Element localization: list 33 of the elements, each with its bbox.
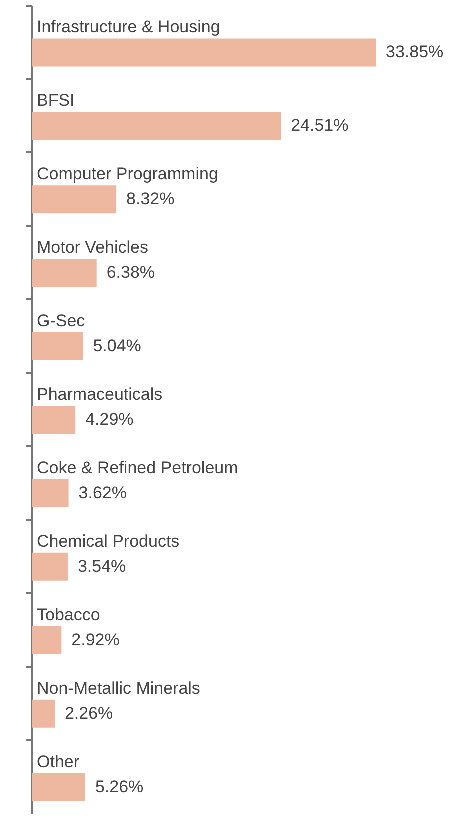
data-label: 8.32% [126,190,175,209]
bar [32,479,69,508]
bar [32,552,68,581]
bar [32,700,55,728]
data-label: 5.04% [93,336,142,356]
y-tick-label: Pharmaceuticals [37,385,163,404]
y-tick-label: Tobacco [37,605,100,624]
bar [32,332,84,361]
bar [32,112,282,140]
y-tick-label: Motor Vehicles [37,238,148,258]
bar [32,186,117,214]
y-tick-label: Other [37,752,80,772]
data-label: 5.26% [95,777,144,796]
bar [32,626,62,654]
y-tick-label: Non-Metallic Minerals [37,678,200,698]
y-tick-label: Computer Programming [37,164,218,184]
data-label: 3.62% [78,483,127,502]
y-tick-label: Chemical Products [37,532,180,551]
bar [32,406,76,434]
data-label: 24.51% [291,116,349,136]
bar [32,259,97,288]
y-tick-label: Infrastructure & Housing [37,18,220,37]
y-tick-label: Coke & Refined Petroleum [37,458,238,478]
data-label: 4.29% [86,410,134,429]
bar [32,773,86,802]
bar [32,38,376,67]
data-label: 6.38% [106,263,156,282]
data-label: 33.85% [386,42,444,62]
y-tick-label: G-Sec [37,312,86,331]
data-label: 2.92% [72,630,120,650]
y-tick-label: BFSI [37,91,75,110]
data-label: 3.54% [78,556,126,576]
data-label: 2.26% [64,704,114,723]
